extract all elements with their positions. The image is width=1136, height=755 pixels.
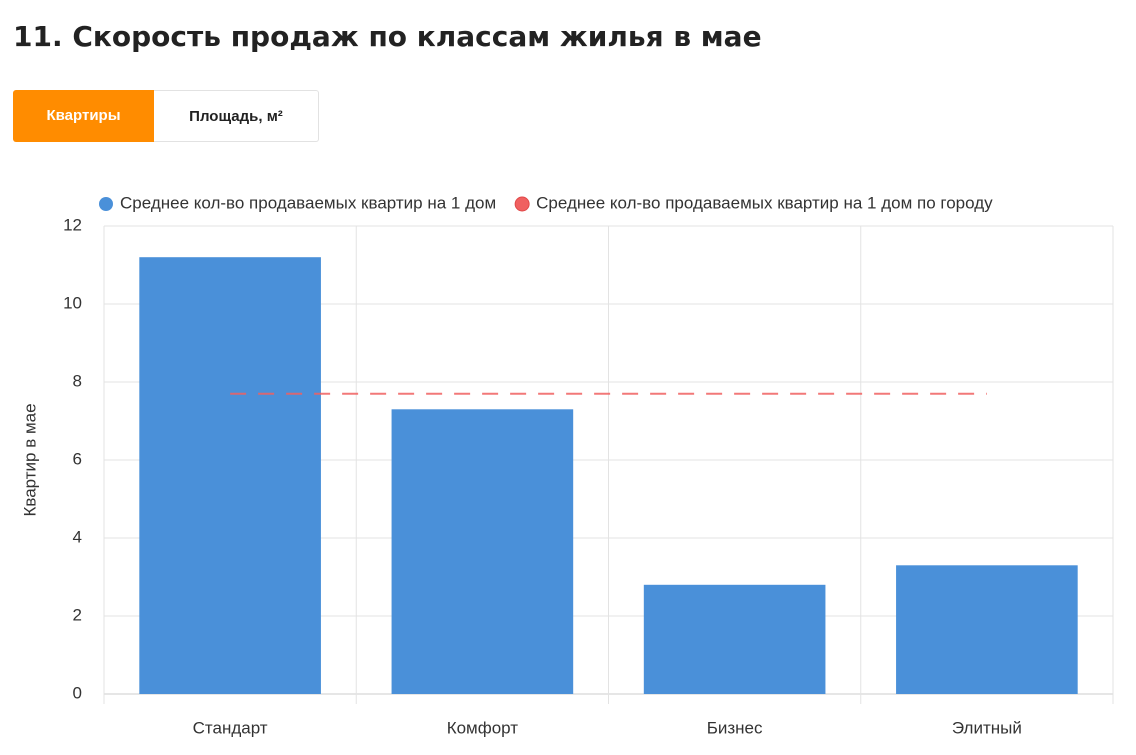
legend-label: Среднее кол-во продаваемых квартир на 1 … (536, 193, 993, 212)
y-axis-label: Квартир в мае (20, 403, 39, 516)
y-tick-label: 4 (73, 527, 82, 546)
legend-marker (99, 197, 113, 211)
tab[interactable]: Квартиры (13, 90, 154, 142)
bar (896, 565, 1078, 694)
bar (643, 584, 826, 694)
x-tick-label: Бизнес (707, 718, 763, 737)
legend-marker (514, 196, 530, 212)
y-tick-label: 2 (73, 605, 82, 624)
legend-label: Среднее кол-во продаваемых квартир на 1 … (120, 193, 496, 212)
title: 11. Скорость продаж по классам жилья в м… (13, 20, 762, 53)
y-tick-label: 0 (73, 683, 82, 702)
bar (139, 257, 321, 694)
x-tick-label: Комфорт (447, 718, 519, 737)
x-tick-label: Элитный (952, 718, 1022, 737)
y-tick-label: 6 (73, 449, 82, 468)
tab[interactable]: Площадь, м² (154, 90, 319, 142)
y-tick-label: 8 (73, 371, 82, 390)
tabs: Квартиры Площадь, м² (13, 90, 319, 142)
y-tick-label: 10 (63, 293, 82, 312)
bar (391, 409, 574, 694)
y-tick-label: 12 (63, 215, 82, 234)
x-tick-label: Стандарт (193, 718, 268, 737)
